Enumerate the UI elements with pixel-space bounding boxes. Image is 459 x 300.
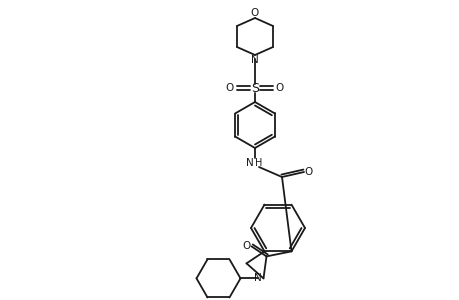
Text: S: S bbox=[251, 82, 258, 94]
Text: O: O bbox=[242, 242, 250, 251]
Text: N: N bbox=[246, 158, 253, 168]
Text: O: O bbox=[304, 167, 313, 177]
Text: N: N bbox=[253, 273, 261, 284]
Text: O: O bbox=[225, 83, 234, 93]
Text: O: O bbox=[250, 8, 258, 18]
Text: N: N bbox=[251, 55, 258, 65]
Text: O: O bbox=[275, 83, 284, 93]
Text: H: H bbox=[255, 158, 262, 168]
